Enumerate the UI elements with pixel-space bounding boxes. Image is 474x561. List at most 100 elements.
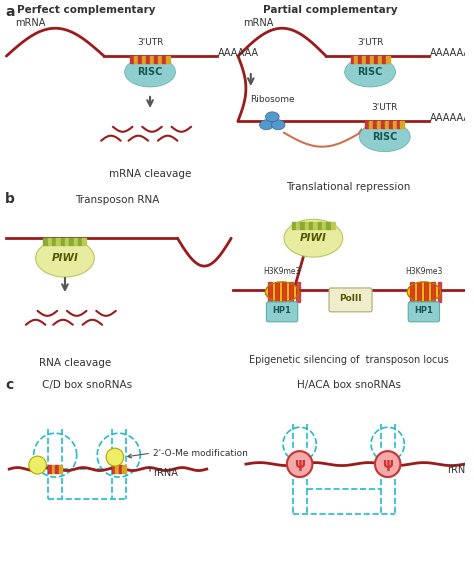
Bar — [268, 282, 272, 302]
Bar — [166, 56, 170, 63]
Bar — [362, 56, 366, 63]
Text: PIWI: PIWI — [52, 253, 78, 263]
Text: ψ: ψ — [382, 457, 393, 471]
Text: PIWI: PIWI — [300, 233, 327, 243]
Text: ψ: ψ — [294, 457, 305, 471]
Bar — [373, 121, 377, 128]
Ellipse shape — [265, 112, 279, 122]
Ellipse shape — [345, 57, 395, 87]
Text: rRNA: rRNA — [153, 468, 178, 478]
Bar — [289, 282, 293, 302]
Bar — [386, 56, 390, 63]
Bar — [381, 121, 385, 128]
Text: rRNA: rRNA — [447, 465, 472, 475]
Text: RISC: RISC — [137, 67, 163, 77]
Text: 3'UTR: 3'UTR — [357, 38, 383, 47]
Bar — [313, 222, 318, 229]
Text: Partial complementary: Partial complementary — [263, 6, 397, 15]
Text: H3K9me3: H3K9me3 — [264, 267, 301, 276]
Ellipse shape — [125, 57, 175, 87]
Bar — [44, 238, 48, 245]
Bar — [82, 238, 86, 245]
Ellipse shape — [265, 282, 299, 302]
Bar — [366, 56, 370, 63]
Bar — [146, 56, 150, 63]
Circle shape — [287, 451, 312, 477]
Bar — [61, 238, 65, 245]
Ellipse shape — [284, 219, 343, 257]
Bar — [73, 238, 78, 245]
Bar — [48, 238, 52, 245]
Bar — [52, 238, 56, 245]
Bar — [122, 465, 126, 473]
Bar — [296, 282, 300, 302]
Bar — [296, 222, 301, 229]
Bar — [162, 56, 166, 63]
Bar — [365, 121, 369, 128]
Text: HP1: HP1 — [414, 306, 433, 315]
Bar — [389, 121, 392, 128]
Text: mRNA: mRNA — [243, 19, 273, 28]
Text: PolII: PolII — [339, 295, 362, 304]
Bar — [69, 238, 73, 245]
Bar — [78, 238, 82, 245]
Bar — [330, 222, 335, 229]
Ellipse shape — [260, 120, 273, 130]
Bar — [275, 282, 279, 302]
Circle shape — [375, 451, 401, 477]
Text: C/D box snoRNAs: C/D box snoRNAs — [42, 379, 133, 389]
Text: RISC: RISC — [372, 132, 398, 142]
Text: c: c — [5, 378, 14, 392]
Text: mRNA: mRNA — [15, 19, 46, 28]
Text: AAAAAA: AAAAAA — [430, 48, 471, 58]
Bar — [378, 56, 382, 63]
Bar — [112, 465, 115, 473]
Bar — [355, 56, 358, 63]
Text: 3'UTR: 3'UTR — [137, 38, 163, 47]
Text: Transposon RNA: Transposon RNA — [74, 195, 159, 205]
Bar — [135, 56, 138, 63]
Bar — [115, 465, 119, 473]
Bar — [358, 56, 362, 63]
Text: HP1: HP1 — [273, 306, 292, 315]
Bar — [55, 465, 59, 473]
Bar — [301, 222, 305, 229]
Bar — [305, 222, 309, 229]
Text: Perfect complementary: Perfect complementary — [17, 6, 155, 15]
Ellipse shape — [36, 239, 94, 277]
Text: 3'UTR: 3'UTR — [372, 103, 398, 112]
Bar — [392, 121, 397, 128]
Bar — [424, 282, 428, 302]
Text: H/ACA box snoRNAs: H/ACA box snoRNAs — [297, 379, 401, 389]
Bar — [282, 282, 286, 302]
Bar — [322, 222, 326, 229]
FancyBboxPatch shape — [329, 288, 372, 312]
Bar — [351, 56, 355, 63]
FancyBboxPatch shape — [266, 302, 298, 322]
Bar — [309, 222, 313, 229]
Text: Epigenetic silencing of  transposon locus: Epigenetic silencing of transposon locus — [249, 355, 448, 365]
Bar — [369, 121, 373, 128]
Circle shape — [106, 448, 124, 466]
Ellipse shape — [271, 120, 285, 130]
Circle shape — [29, 456, 46, 474]
Bar — [154, 56, 158, 63]
Bar — [138, 56, 142, 63]
Bar — [385, 121, 389, 128]
Bar — [65, 238, 69, 245]
Bar — [150, 56, 154, 63]
Text: Translational repression: Translational repression — [286, 182, 411, 192]
Bar — [48, 465, 52, 473]
Bar — [438, 282, 441, 302]
Text: RNA cleavage: RNA cleavage — [38, 357, 111, 367]
Bar — [377, 121, 381, 128]
Bar — [374, 56, 378, 63]
Bar — [318, 222, 322, 229]
FancyBboxPatch shape — [408, 302, 439, 322]
Bar — [59, 465, 62, 473]
Ellipse shape — [407, 282, 440, 302]
Bar — [401, 121, 404, 128]
Text: mRNA cleavage: mRNA cleavage — [109, 168, 191, 178]
Bar — [142, 56, 146, 63]
Bar — [158, 56, 162, 63]
